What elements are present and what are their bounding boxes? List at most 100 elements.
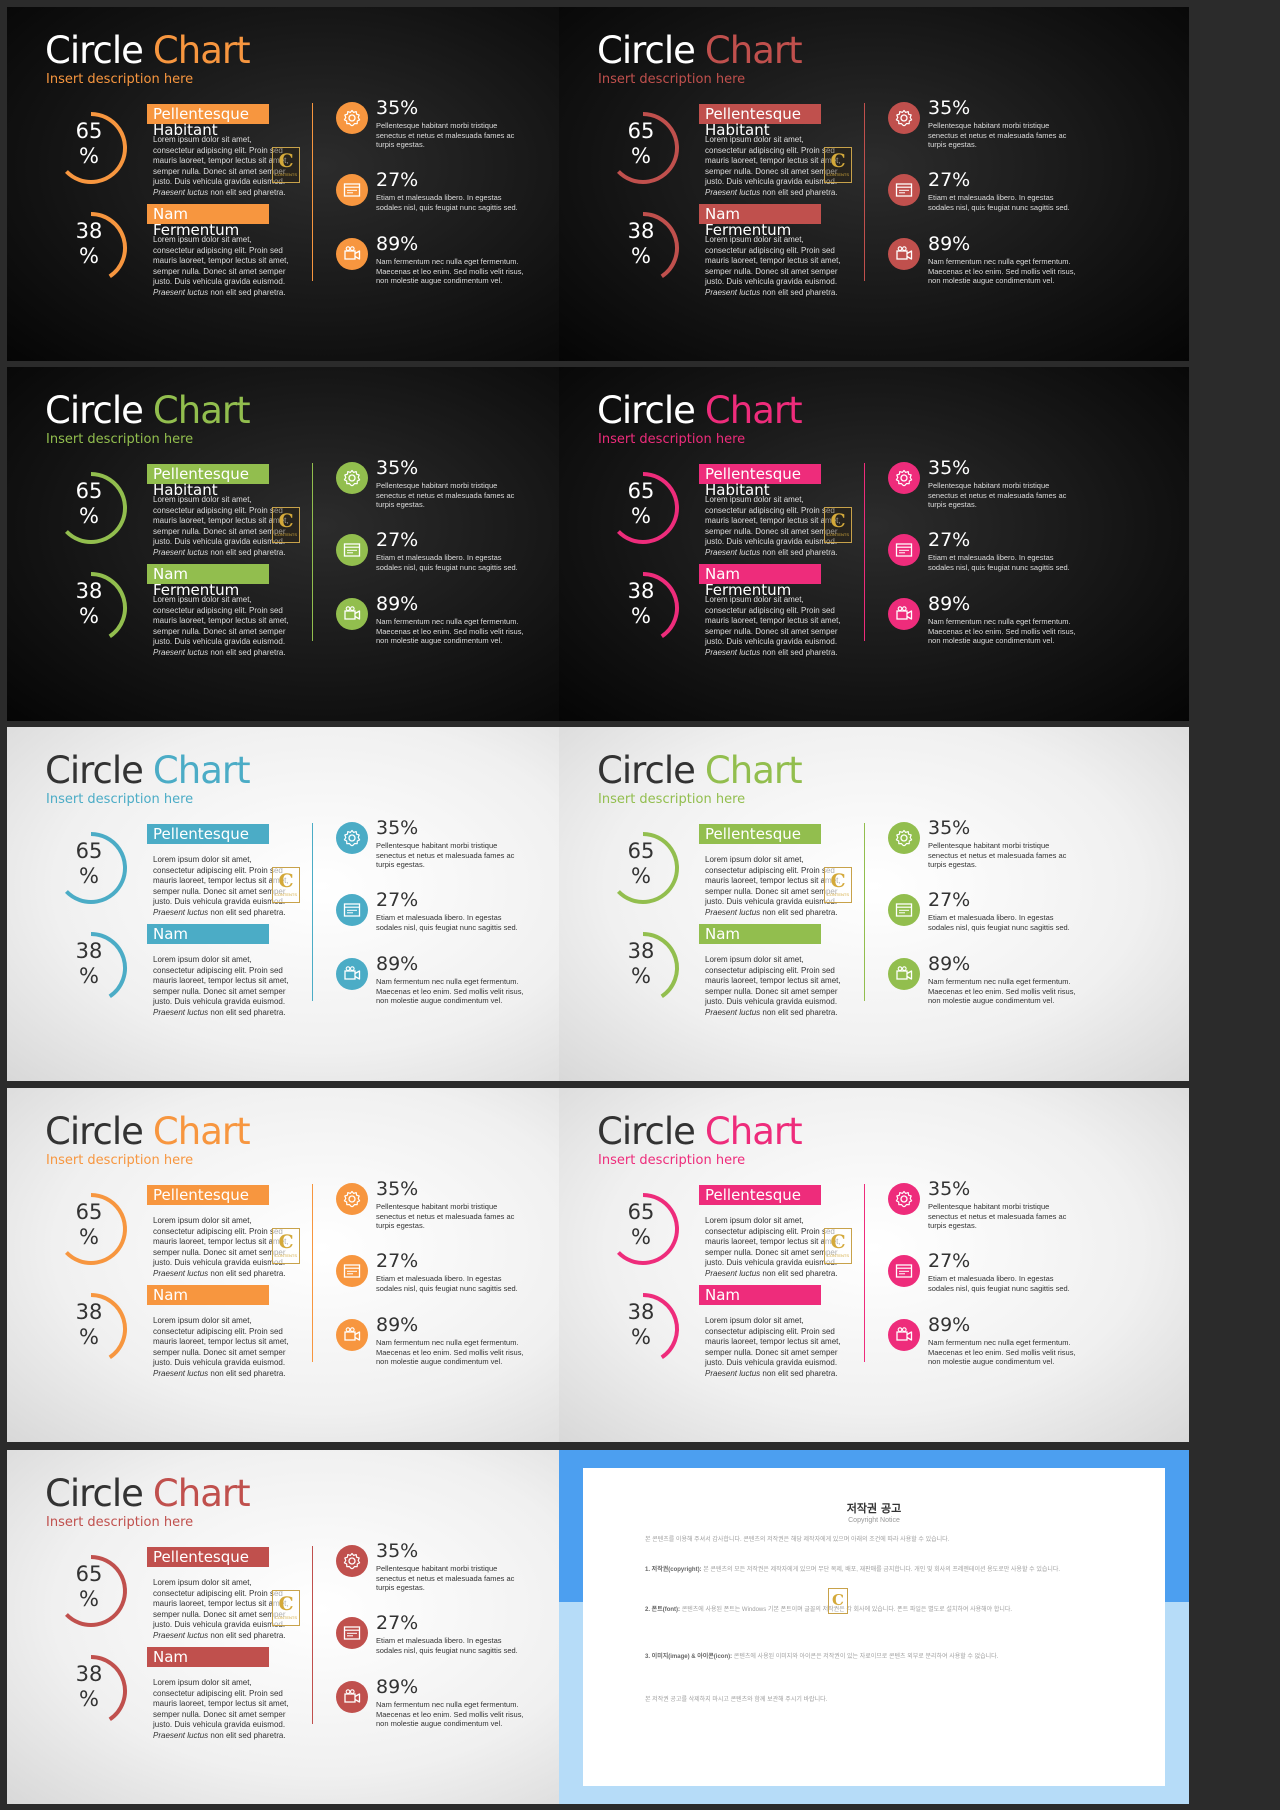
stat-2-description: Etiam et malesuada libero. In egestas so…	[928, 1274, 1070, 1293]
ring-1-body-text: Lorem ipsum dolor sit amet, consectetur …	[153, 495, 289, 557]
ring-1-percent: 65%	[75, 119, 103, 168]
circle-chart-slide-3[interactable]: Circle Chart Insert description here 65% …	[7, 367, 637, 721]
browser-window-icon	[336, 894, 368, 926]
ring-1-sublabel: Habitant	[705, 121, 770, 139]
video-camera-icon	[336, 1681, 368, 1713]
circle-chart-slide-2[interactable]: Circle Chart Insert description here 65% …	[559, 7, 1189, 361]
video-camera-icon	[888, 238, 920, 270]
ring-1-body-text: Lorem ipsum dolor sit amet, consectetur …	[153, 1216, 289, 1278]
ring-1-body-text: Lorem ipsum dolor sit amet, consectetur …	[705, 135, 841, 197]
ring-2-arc	[642, 572, 679, 639]
ring-2-percent: 38%	[75, 1662, 103, 1711]
stat-2-value: 27%	[928, 1250, 971, 1272]
stat-1-value: 35%	[928, 457, 971, 479]
progress-ring-1: 65%	[49, 103, 139, 193]
stat-1-description: Pellentesque habitant morbi tristique se…	[376, 1202, 515, 1230]
ring-1-body-text: Lorem ipsum dolor sit amet, consectetur …	[153, 135, 289, 197]
ring-2-percent: 38%	[75, 219, 103, 268]
stat-3-description: Nam fermentum nec nulla eget fermentum. …	[376, 1338, 524, 1366]
ring-1-arc	[64, 112, 127, 184]
ring-2-body-text: Lorem ipsum dolor sit amet, consectetur …	[705, 595, 841, 657]
contents-logo: C CONTENTS	[272, 1590, 300, 1626]
ring-1-label: Pellentesque	[699, 464, 821, 484]
ring-2-arc	[90, 572, 127, 639]
ring-2-sublabel: Fermentum	[705, 581, 792, 599]
circle-chart-slide-6[interactable]: Circle Chart Insert description here 65% …	[559, 727, 1189, 1081]
progress-ring-2: 38%	[49, 923, 139, 1013]
browser-window-icon	[336, 1617, 368, 1649]
gear-icon	[888, 102, 920, 134]
slide-title: Circle Chart	[45, 1110, 251, 1153]
stat-1-description: Pellentesque habitant morbi tristique se…	[928, 1202, 1067, 1230]
stat-3-value: 89%	[376, 953, 419, 975]
stat-3-value: 89%	[376, 233, 419, 255]
browser-window-icon	[888, 534, 920, 566]
circle-chart-slide-5[interactable]: Circle Chart Insert description here 65% …	[7, 727, 637, 1081]
ring-2-label: Nam	[699, 924, 821, 944]
ring-2-sublabel: Fermentum	[705, 221, 792, 239]
ring-2-sublabel: Fermentum	[153, 581, 240, 599]
stat-3-description: Nam fermentum nec nulla eget fermentum. …	[928, 617, 1076, 645]
ring-2-arc	[90, 932, 127, 999]
ring-2-label: Nam	[147, 564, 269, 584]
stat-2-description: Etiam et malesuada libero. In egestas so…	[376, 913, 518, 932]
circle-chart-slide-7[interactable]: Circle Chart Insert description here 65% …	[7, 1088, 637, 1442]
stat-2-description: Etiam et malesuada libero. In egestas so…	[928, 193, 1070, 212]
progress-ring-1: 65%	[601, 823, 691, 913]
ring-2-label: Nam	[147, 204, 269, 224]
ring-1-body-text: Lorem ipsum dolor sit amet, consectetur …	[705, 495, 841, 557]
slide-title: Circle Chart	[597, 749, 803, 792]
ring-1-arc	[616, 472, 679, 544]
video-camera-icon	[336, 1319, 368, 1351]
ring-2-body-text: Lorem ipsum dolor sit amet, consectetur …	[705, 955, 841, 1017]
copyright-slide[interactable]: 저작권 공고 Copyright Notice 본 콘텐츠를 이용해 주셔서 감…	[559, 1450, 1189, 1804]
gear-icon	[888, 462, 920, 494]
stat-2-description: Etiam et malesuada libero. In egestas so…	[376, 193, 518, 212]
stat-2-value: 27%	[376, 529, 419, 551]
title-word-circle: Circle	[45, 389, 144, 432]
stat-1-value: 35%	[376, 97, 419, 119]
gear-icon	[336, 822, 368, 854]
stat-3-value: 89%	[376, 1676, 419, 1698]
circle-chart-slide-4[interactable]: Circle Chart Insert description here 65% …	[559, 367, 1189, 721]
ring-2-label: Nam	[699, 1285, 821, 1305]
ring-2-arc	[642, 932, 679, 999]
ring-2-body-text: Lorem ipsum dolor sit amet, consectetur …	[153, 235, 289, 297]
circle-chart-slide-8[interactable]: Circle Chart Insert description here 65% …	[559, 1088, 1189, 1442]
circle-chart-slide-9[interactable]: Circle Chart Insert description here 65% …	[7, 1450, 637, 1804]
ring-2-label: Nam	[147, 1285, 269, 1305]
title-word-chart: Chart	[152, 749, 251, 792]
ring-1-arc	[64, 472, 127, 544]
title-word-circle: Circle	[45, 1472, 144, 1515]
ring-2-arc	[642, 212, 679, 279]
title-word-chart: Chart	[152, 1110, 251, 1153]
gear-icon	[336, 462, 368, 494]
browser-window-icon	[336, 534, 368, 566]
divider-line	[312, 103, 313, 281]
slide-title: Circle Chart	[45, 29, 251, 72]
browser-window-icon	[888, 894, 920, 926]
stat-1-description: Pellentesque habitant morbi tristique se…	[376, 481, 515, 509]
stat-2-value: 27%	[928, 889, 971, 911]
ring-2-arc	[90, 1293, 127, 1360]
progress-ring-1: 65%	[601, 463, 691, 553]
circle-chart-slide-1[interactable]: Circle Chart Insert description here 65% …	[7, 7, 637, 361]
ring-1-arc	[616, 1193, 679, 1265]
stat-2-description: Etiam et malesuada libero. In egestas so…	[376, 1636, 518, 1655]
stat-2-description: Etiam et malesuada libero. In egestas so…	[928, 553, 1070, 572]
slide-subtitle: Insert description here	[46, 1153, 194, 1168]
progress-ring-2: 38%	[49, 1646, 139, 1736]
ring-1-arc	[64, 1555, 127, 1627]
progress-ring-1: 65%	[49, 463, 139, 553]
ring-1-percent: 65%	[627, 479, 655, 528]
ring-1-body-text: Lorem ipsum dolor sit amet, consectetur …	[705, 1216, 841, 1278]
divider-line	[864, 463, 865, 641]
title-word-chart: Chart	[704, 749, 803, 792]
ring-2-body-text: Lorem ipsum dolor sit amet, consectetur …	[153, 1678, 289, 1740]
progress-ring-1: 65%	[601, 1184, 691, 1274]
progress-ring-2: 38%	[49, 563, 139, 653]
title-word-chart: Chart	[152, 389, 251, 432]
stat-1-description: Pellentesque habitant morbi tristique se…	[376, 1564, 515, 1592]
progress-ring-1: 65%	[49, 823, 139, 913]
progress-ring-2: 38%	[49, 1284, 139, 1374]
